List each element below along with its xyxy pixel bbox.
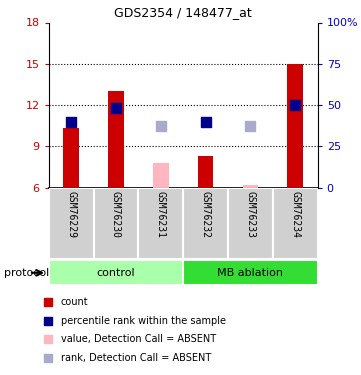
Bar <box>49 260 183 285</box>
Bar <box>63 128 79 188</box>
Bar <box>93 188 138 259</box>
Title: GDS2354 / 148477_at: GDS2354 / 148477_at <box>114 6 252 18</box>
Point <box>203 118 209 124</box>
Text: GSM76234: GSM76234 <box>290 191 300 238</box>
Text: GSM76229: GSM76229 <box>66 191 76 238</box>
Point <box>45 336 51 342</box>
Text: protocol: protocol <box>4 268 49 278</box>
Point <box>113 105 119 111</box>
Bar <box>49 188 93 259</box>
Point <box>68 118 74 124</box>
Bar <box>243 185 258 188</box>
Point <box>158 123 164 129</box>
Point <box>45 355 51 361</box>
Text: percentile rank within the sample: percentile rank within the sample <box>61 316 226 326</box>
Text: count: count <box>61 297 88 307</box>
Text: rank, Detection Call = ABSENT: rank, Detection Call = ABSENT <box>61 353 211 363</box>
Bar <box>108 91 124 188</box>
Bar <box>153 163 169 188</box>
Text: MB ablation: MB ablation <box>217 268 283 278</box>
Bar <box>273 188 318 259</box>
Bar <box>183 188 228 259</box>
Text: value, Detection Call = ABSENT: value, Detection Call = ABSENT <box>61 334 216 344</box>
Text: GSM76231: GSM76231 <box>156 191 166 238</box>
Bar <box>198 156 213 188</box>
Point <box>45 299 51 305</box>
Bar <box>138 188 183 259</box>
Text: control: control <box>97 268 135 278</box>
Point <box>248 123 253 129</box>
Text: GSM76230: GSM76230 <box>111 191 121 238</box>
Point <box>292 102 298 108</box>
Text: GSM76232: GSM76232 <box>201 191 210 238</box>
Bar <box>287 64 303 188</box>
Bar <box>228 188 273 259</box>
Point <box>45 318 51 324</box>
Bar <box>183 260 318 285</box>
Text: GSM76233: GSM76233 <box>245 191 256 238</box>
